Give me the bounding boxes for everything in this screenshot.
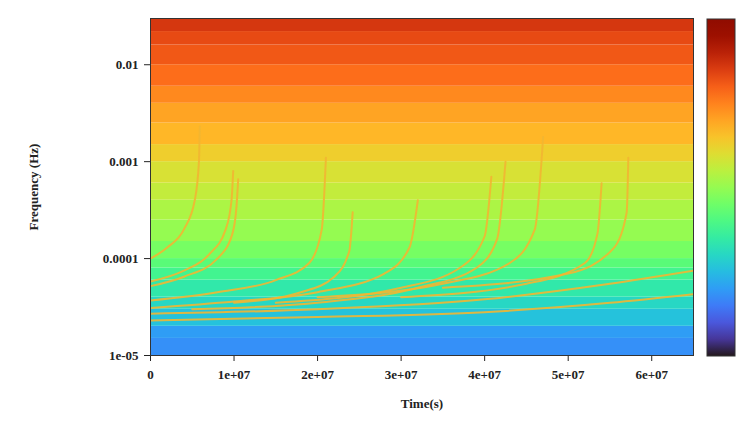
svg-text:Time(s): Time(s) [401,396,443,411]
svg-text:Frequency (Hz): Frequency (Hz) [26,144,41,231]
svg-text:0.01: 0.01 [116,57,139,72]
svg-text:4e+07: 4e+07 [468,367,501,382]
svg-text:1e-05: 1e-05 [109,348,139,363]
svg-text:0.001: 0.001 [109,154,138,169]
svg-text:0.0001: 0.0001 [103,251,139,266]
svg-text:0: 0 [147,367,154,382]
svg-text:2e+07: 2e+07 [301,367,334,382]
svg-text:6e+07: 6e+07 [635,367,668,382]
svg-text:1e+07: 1e+07 [218,367,251,382]
svg-text:5e+07: 5e+07 [552,367,585,382]
svg-text:3e+07: 3e+07 [385,367,418,382]
